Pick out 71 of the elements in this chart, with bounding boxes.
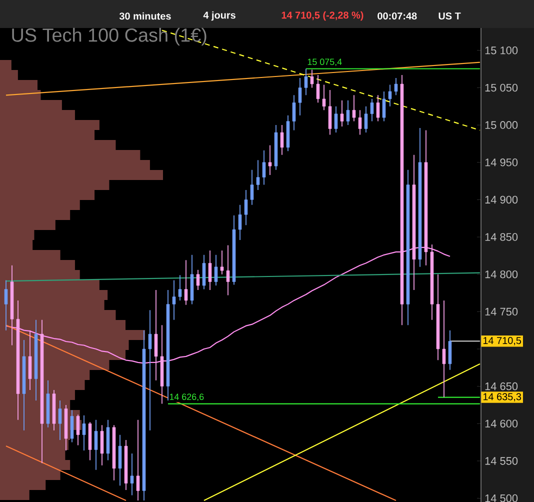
candlestick (70, 410, 74, 443)
y-tick-label: 15 050 (485, 84, 518, 92)
y-tick-label: 15 000 (485, 121, 518, 129)
candlestick (262, 150, 266, 186)
text: 00:07:48 (378, 12, 417, 20)
candlestick (4, 280, 8, 331)
y-tick-label: 14 950 (485, 158, 518, 166)
candlestick (370, 98, 374, 122)
candlestick (202, 254, 206, 290)
candlestick (28, 330, 32, 390)
candlestick (238, 204, 242, 240)
candlestick (394, 78, 398, 96)
candlestick (310, 69, 314, 88)
series-label: 14 710,5 (483, 337, 522, 346)
y-tick-label: 14 550 (485, 457, 518, 465)
text: 14 710,5 (-2,28 %) (282, 11, 364, 21)
candlestick (268, 144, 272, 176)
candlestick (82, 414, 86, 451)
candlestick (352, 94, 356, 122)
candlestick (118, 434, 122, 486)
candlestick (154, 290, 158, 381)
candlestick (208, 250, 212, 290)
candlestick (178, 274, 182, 301)
candlestick (58, 400, 62, 440)
y-tick-label: 14 750 (485, 308, 518, 316)
candlestick (304, 68, 308, 96)
candlestick (76, 414, 80, 446)
y-tick-label: 15 100 (485, 46, 518, 54)
candlestick (442, 300, 446, 398)
y-tick-label: 14 650 (485, 382, 518, 390)
y-tick-label: 14 900 (485, 196, 518, 204)
candlestick (358, 110, 362, 136)
candlestick (298, 78, 302, 116)
candlestick (376, 94, 380, 122)
candlestick (346, 100, 350, 126)
candlestick (244, 190, 248, 226)
candlestick (328, 90, 332, 136)
candlestick (226, 244, 230, 296)
candlestick (382, 90, 386, 122)
y-tick-label: 14 800 (485, 270, 518, 278)
text: 30 minutes (119, 12, 171, 20)
chart-title: US Tech 100 Cash (1€) (12, 28, 206, 46)
candlestick (256, 160, 260, 190)
candlestick (94, 419, 98, 470)
series-label: 14 626,6 (170, 394, 204, 402)
candlestick (220, 250, 224, 275)
candlestick (280, 124, 284, 156)
candlestick (250, 169, 254, 206)
y-tick-label: 14 600 (485, 420, 518, 428)
text: 4 jours (203, 11, 236, 21)
candlestick (292, 94, 296, 131)
candlestick (334, 106, 338, 133)
candlestick (196, 269, 200, 290)
candlestick (340, 100, 344, 127)
candlestick (316, 74, 320, 104)
candlestick (136, 419, 140, 501)
y-tick-label: 14 500 (485, 494, 518, 502)
candlestick (184, 260, 188, 306)
candlestick (388, 84, 392, 107)
candlestick (448, 330, 452, 370)
series-label: 15 075,4 (308, 58, 342, 66)
y-tick-label: 14 850 (485, 233, 518, 241)
text: US T (438, 12, 461, 20)
candlestick (364, 106, 368, 133)
candlestick (172, 280, 176, 320)
candlestick (322, 84, 326, 111)
candlestick (148, 310, 152, 431)
candlestick (214, 254, 218, 286)
candlestick (130, 453, 134, 496)
series-label: 14 635,3 (483, 393, 522, 402)
candlestick (100, 424, 104, 466)
